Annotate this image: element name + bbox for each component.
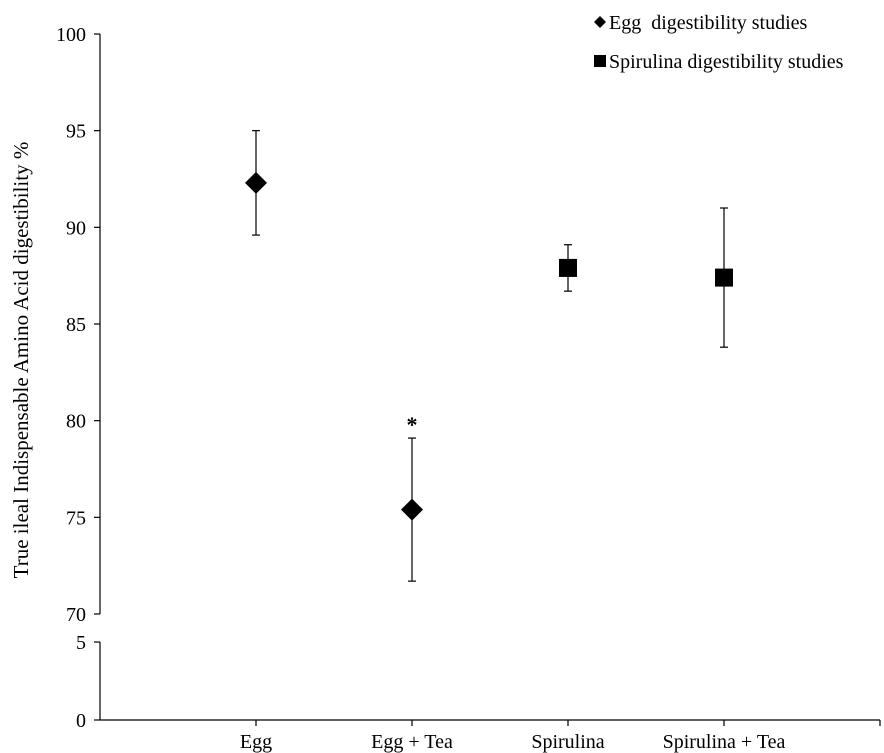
data-point-diamond [245,171,267,194]
y-tick-label: 100 [56,24,86,46]
y-tick-label: 85 [66,314,86,336]
x-category-label: Spirulina + Tea [663,731,786,753]
legend-marker-square [594,55,606,67]
data-marks: * [245,130,733,582]
data-point-diamond [401,498,423,521]
y-ticks: 0 5 70 75 80 85 90 95 100 [56,24,100,732]
y-tick-label: 0 [76,710,86,732]
x-category-label: Spirulina [531,731,604,753]
legend-entry-label: Egg digestibility studies [609,12,808,34]
data-point-square [559,258,577,277]
data-point-square [715,268,733,287]
y-tick-label: 80 [66,411,86,433]
x-category-label: Egg [240,731,272,753]
y-tick-label: 90 [66,217,86,239]
y-tick-label: 75 [66,507,86,529]
y-tick-label: 95 [66,121,86,143]
y-tick-label: 5 [76,632,86,654]
legend: Egg digestibility studies Spirulina diges… [594,12,844,73]
legend-entry-label: Spirulina digestibility studies [609,51,844,73]
significance-annotation: * [407,412,418,437]
y-axis-title: True ileal Indispensable Amino Acid dige… [9,142,33,579]
axes [99,34,881,726]
x-category-labels: Egg Egg + Tea Spirulina Spirulina + Tea [240,731,786,753]
legend-marker-diamond [594,16,606,28]
x-category-label: Egg + Tea [371,731,453,753]
y-tick-label: 70 [66,604,86,626]
